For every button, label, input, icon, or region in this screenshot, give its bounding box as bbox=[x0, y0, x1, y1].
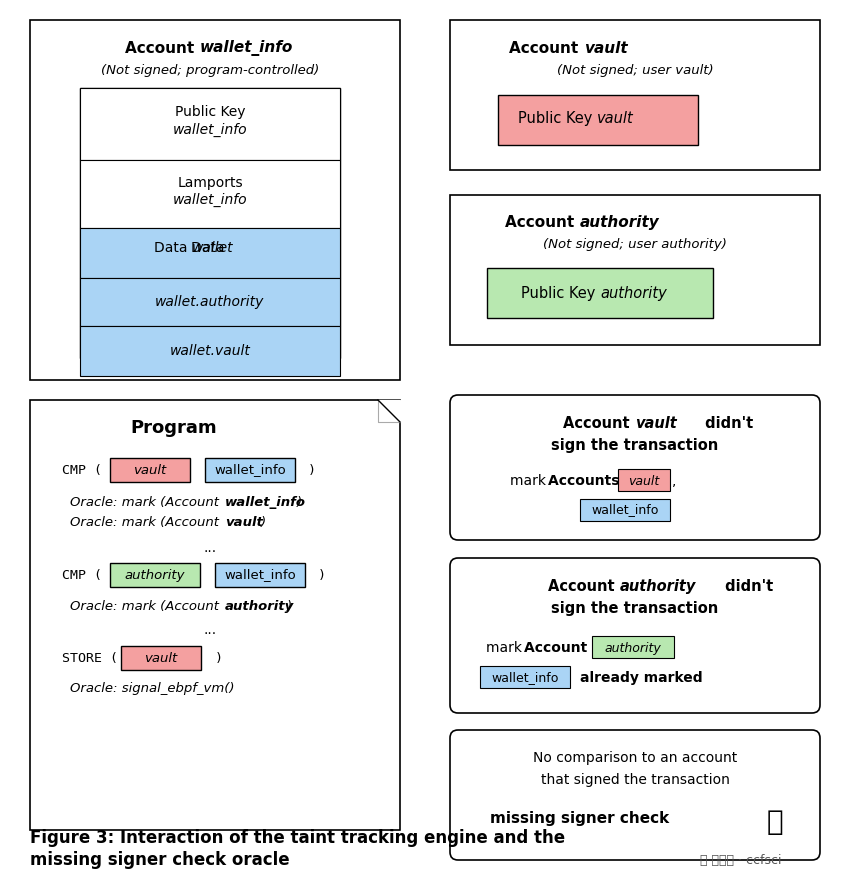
Text: CMP (: CMP ( bbox=[62, 568, 102, 582]
Text: 🐛: 🐛 bbox=[766, 808, 783, 836]
Text: ...: ... bbox=[203, 623, 217, 637]
Text: ): ) bbox=[300, 463, 316, 477]
Text: didn't: didn't bbox=[720, 579, 773, 593]
Text: vault: vault bbox=[635, 416, 677, 430]
Text: Lamports: Lamports bbox=[177, 176, 243, 190]
Bar bbox=[580, 499, 670, 521]
Text: authority: authority bbox=[580, 214, 660, 229]
Text: ): ) bbox=[287, 599, 292, 613]
Text: wallet_info: wallet_info bbox=[491, 671, 559, 685]
Text: (Not signed; user authority): (Not signed; user authority) bbox=[543, 237, 727, 251]
Text: Oracle: signal_ebpf_vm(): Oracle: signal_ebpf_vm() bbox=[70, 682, 235, 694]
Text: wallet: wallet bbox=[192, 241, 234, 255]
Bar bbox=[80, 326, 340, 376]
Text: vault: vault bbox=[133, 463, 166, 477]
Text: ,: , bbox=[672, 474, 676, 488]
Bar bbox=[487, 268, 713, 318]
Text: 🔴 公众号 · ccfsci: 🔴 公众号 · ccfsci bbox=[700, 854, 782, 866]
Text: ): ) bbox=[310, 568, 326, 582]
Text: ...: ... bbox=[203, 541, 217, 555]
Bar bbox=[450, 195, 820, 345]
Text: Public Key: Public Key bbox=[521, 286, 600, 300]
Text: mark: mark bbox=[510, 474, 550, 488]
Text: authority: authority bbox=[125, 568, 185, 582]
Text: Account: Account bbox=[524, 641, 592, 655]
Text: STORE (: STORE ( bbox=[62, 651, 118, 665]
Bar bbox=[110, 563, 200, 587]
Text: wallet_info: wallet_info bbox=[173, 123, 247, 137]
Text: Data: Data bbox=[154, 241, 192, 255]
Text: Data: Data bbox=[191, 241, 229, 255]
Text: wallet_info: wallet_info bbox=[214, 463, 286, 477]
Text: Public Key: Public Key bbox=[175, 105, 246, 119]
Bar bbox=[110, 458, 190, 482]
Bar bbox=[215, 563, 305, 587]
Text: Oracle: mark (Account: Oracle: mark (Account bbox=[70, 599, 224, 613]
Text: mark: mark bbox=[486, 641, 527, 655]
Text: wallet_info: wallet_info bbox=[173, 193, 247, 207]
Bar bbox=[80, 88, 340, 358]
Text: wallet_info: wallet_info bbox=[225, 568, 296, 582]
Text: vault: vault bbox=[629, 475, 660, 487]
Text: Program: Program bbox=[130, 419, 217, 437]
Bar bbox=[30, 20, 400, 380]
Text: authority: authority bbox=[225, 599, 295, 613]
Polygon shape bbox=[378, 400, 400, 422]
Text: Account: Account bbox=[563, 416, 635, 430]
Bar bbox=[498, 95, 698, 145]
Text: Account: Account bbox=[510, 40, 584, 56]
Bar bbox=[30, 400, 400, 830]
Text: sign the transaction: sign the transaction bbox=[551, 437, 718, 452]
Bar bbox=[480, 666, 570, 688]
Bar bbox=[205, 458, 295, 482]
Text: wallet.vault: wallet.vault bbox=[170, 344, 251, 358]
Bar bbox=[80, 88, 340, 160]
Text: authority: authority bbox=[600, 286, 667, 300]
Text: ): ) bbox=[207, 651, 223, 665]
Text: wallet_info: wallet_info bbox=[225, 495, 306, 509]
Text: wallet_info: wallet_info bbox=[592, 504, 658, 516]
Text: Public Key: Public Key bbox=[518, 110, 597, 125]
Bar bbox=[80, 160, 340, 228]
FancyBboxPatch shape bbox=[450, 558, 820, 713]
Text: ): ) bbox=[261, 515, 266, 529]
Text: vault: vault bbox=[597, 110, 634, 125]
FancyBboxPatch shape bbox=[450, 730, 820, 860]
Text: Oracle: mark (Account: Oracle: mark (Account bbox=[70, 495, 224, 509]
FancyBboxPatch shape bbox=[450, 395, 820, 540]
Bar bbox=[121, 646, 201, 670]
Bar bbox=[80, 278, 340, 326]
Text: wallet.authority: wallet.authority bbox=[155, 295, 265, 309]
Text: missing signer check: missing signer check bbox=[490, 811, 669, 825]
Text: Account: Account bbox=[549, 579, 620, 593]
Text: authority: authority bbox=[604, 642, 662, 654]
Text: vault: vault bbox=[225, 515, 262, 529]
Text: vault: vault bbox=[584, 40, 628, 56]
Bar bbox=[450, 20, 820, 170]
Text: Accounts: Accounts bbox=[548, 474, 625, 488]
Text: Figure 3: Interaction of the taint tracking engine and the: Figure 3: Interaction of the taint track… bbox=[30, 829, 565, 847]
Text: didn't: didn't bbox=[700, 416, 753, 430]
Text: Account: Account bbox=[506, 214, 580, 229]
Bar bbox=[618, 469, 670, 491]
Text: ): ) bbox=[297, 495, 302, 509]
Text: Oracle: mark (Account: Oracle: mark (Account bbox=[70, 515, 224, 529]
Bar bbox=[592, 636, 674, 658]
Text: (Not signed; program-controlled): (Not signed; program-controlled) bbox=[101, 64, 319, 76]
Text: sign the transaction: sign the transaction bbox=[551, 600, 718, 616]
Text: vault: vault bbox=[144, 651, 177, 665]
Bar bbox=[80, 228, 340, 278]
Text: No comparison to an account: No comparison to an account bbox=[533, 751, 737, 765]
Text: already marked: already marked bbox=[580, 671, 702, 685]
Text: CMP (: CMP ( bbox=[62, 463, 102, 477]
Text: that signed the transaction: that signed the transaction bbox=[540, 773, 729, 787]
Text: authority: authority bbox=[620, 579, 696, 593]
Text: Account: Account bbox=[126, 40, 200, 56]
Text: missing signer check oracle: missing signer check oracle bbox=[30, 851, 289, 869]
Text: wallet_info: wallet_info bbox=[200, 40, 294, 56]
Text: (Not signed; user vault): (Not signed; user vault) bbox=[557, 64, 713, 76]
